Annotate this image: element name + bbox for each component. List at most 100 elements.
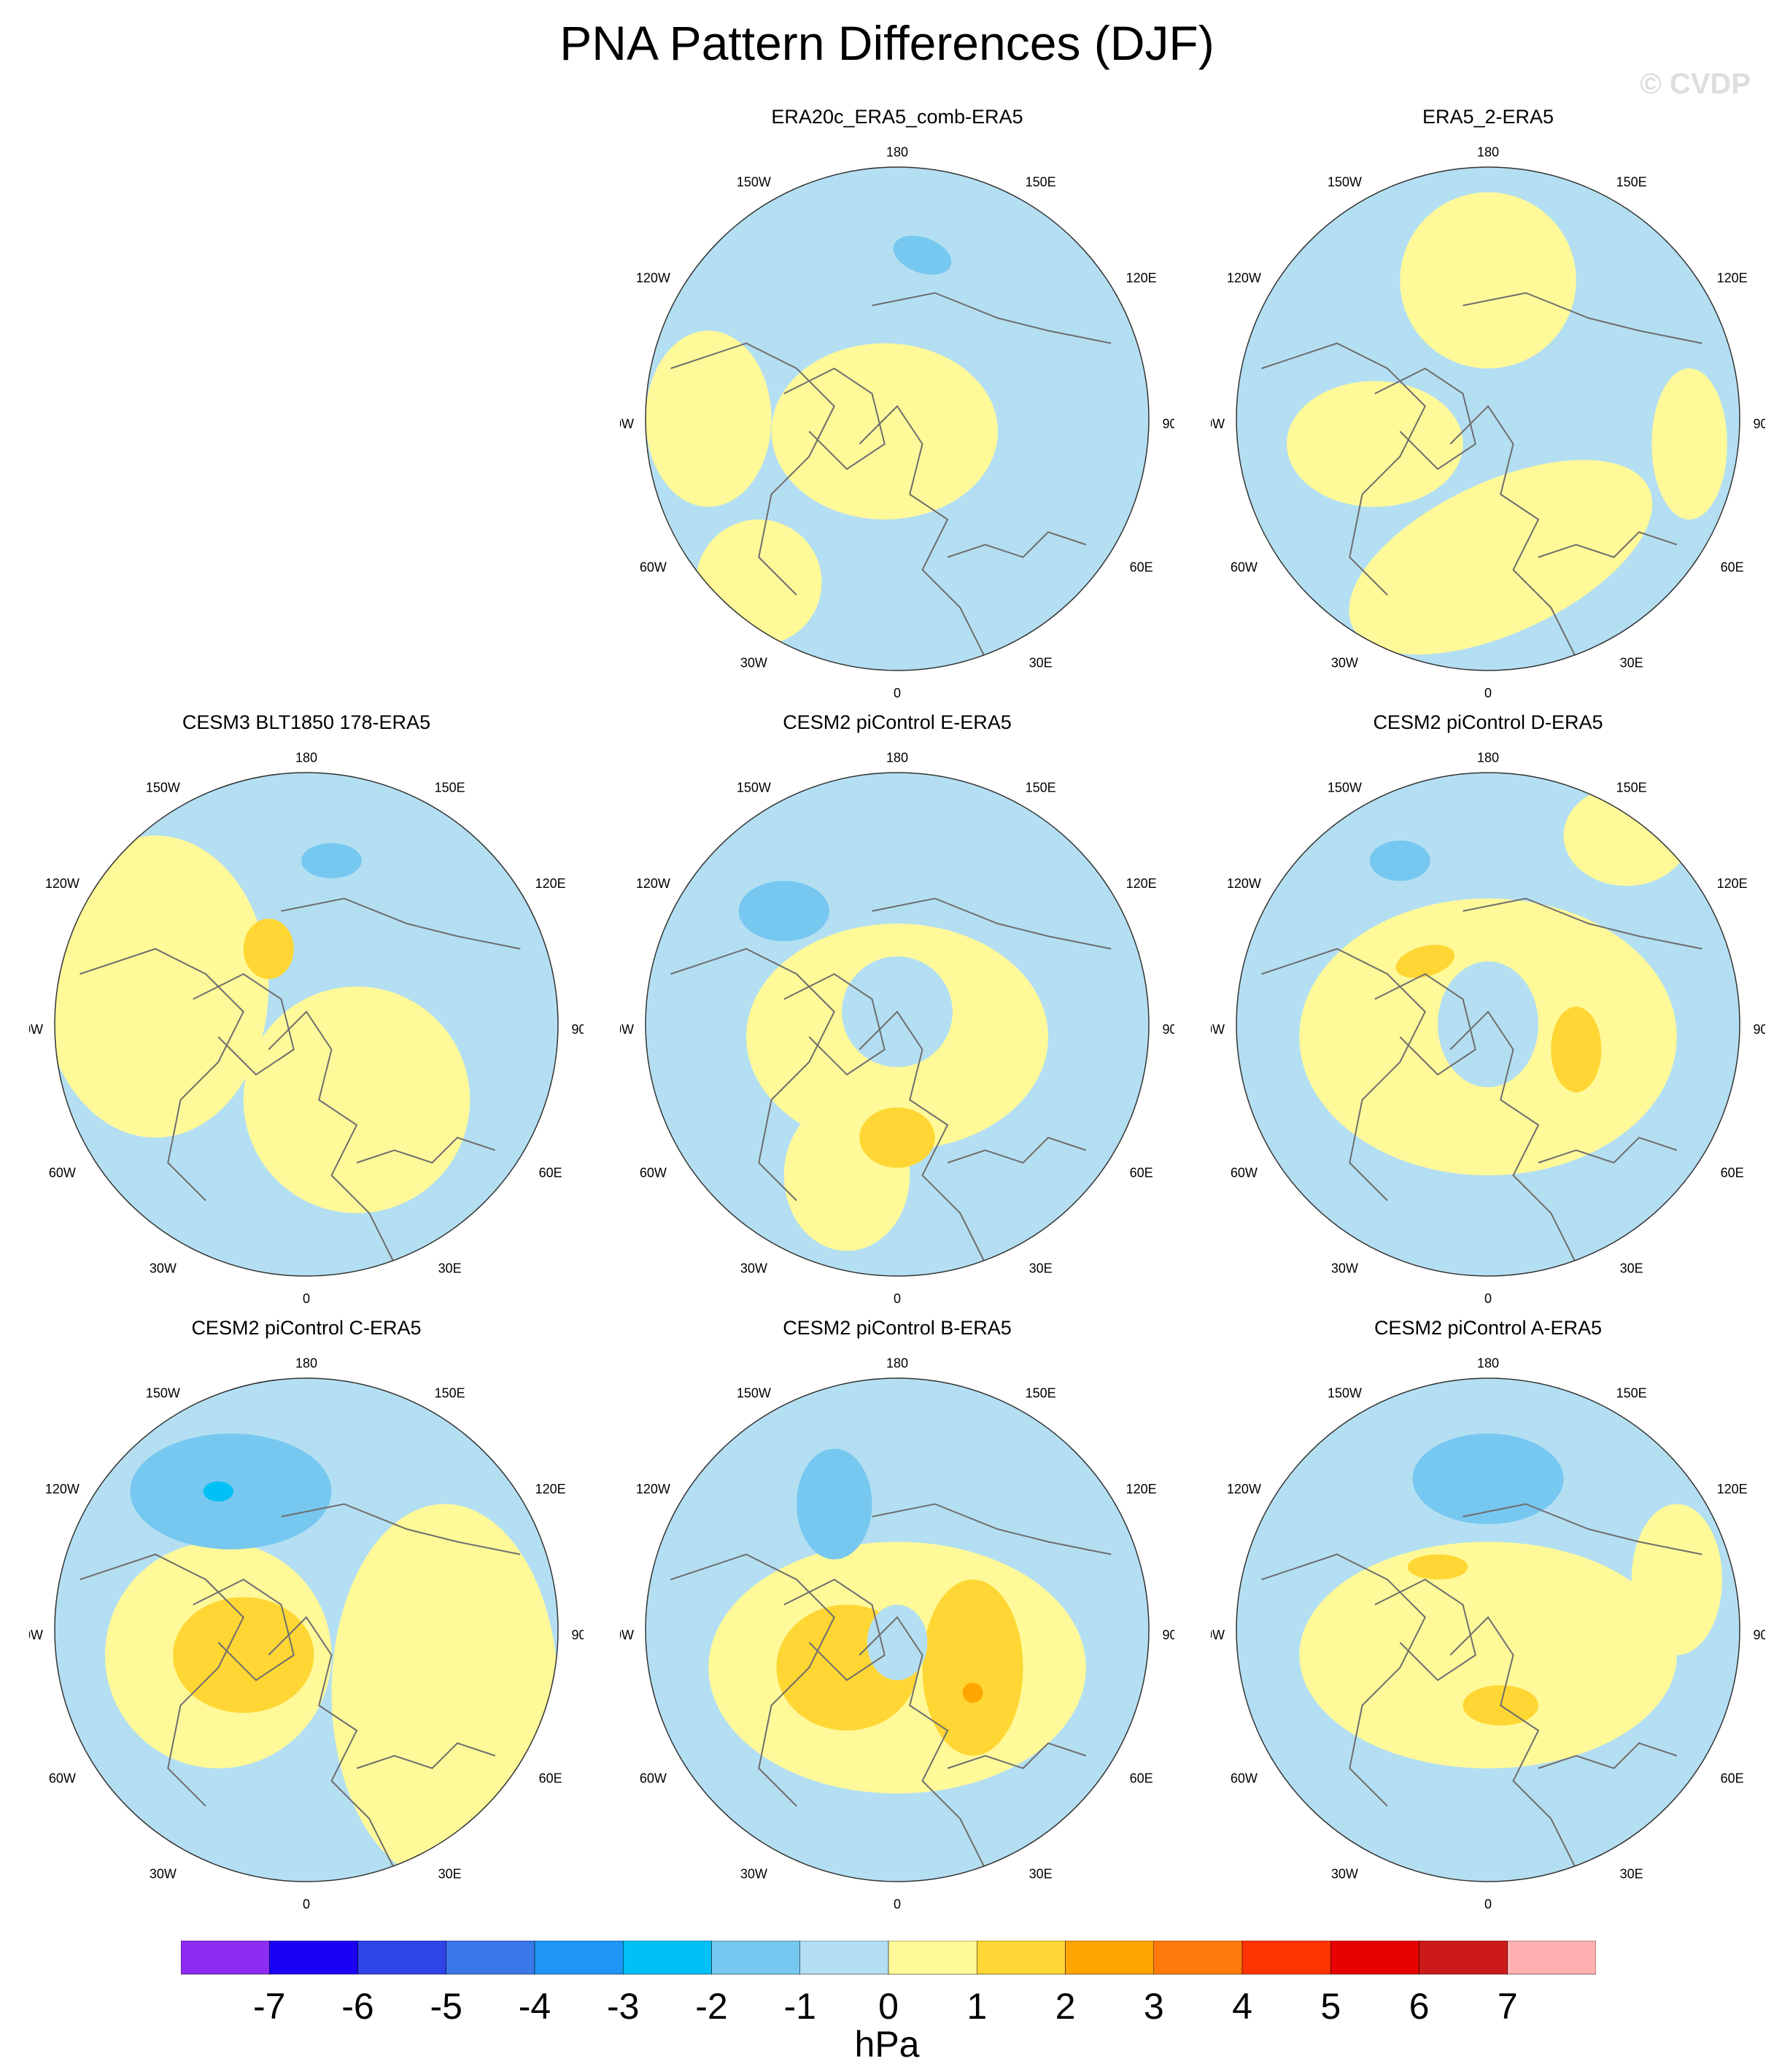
coastline <box>80 1553 244 1807</box>
longitude-label: 120E <box>1717 876 1748 891</box>
polar-map: 180 150E 120E 90E 60E 30E 0 30W 60W 90W 120W 150W <box>620 144 1174 700</box>
anomaly-contour <box>173 1597 314 1713</box>
longitude-label: 0 <box>894 1291 901 1306</box>
longitude-label: 0 <box>894 1897 901 1911</box>
coastline <box>670 342 835 596</box>
longitude-label: 120W <box>636 1482 670 1496</box>
coastline <box>1449 405 1577 659</box>
longitude-label: 0 <box>1484 686 1492 700</box>
anomaly-contour <box>243 986 470 1213</box>
colorbar-swatch <box>1507 1941 1596 1975</box>
polar-map: 180 150E 120E 90E 60E 30E 0 30W 60W 90W 120W 150W <box>29 750 584 1306</box>
longitude-label: 150W <box>1328 1386 1362 1401</box>
colorbar-tick-label: 2 <box>1055 1986 1076 2027</box>
colorbar-tick-label: 4 <box>1232 1986 1252 2027</box>
coastline <box>1374 1578 1476 1682</box>
longitude-label: 180 <box>886 1356 908 1370</box>
anomaly-contour <box>203 1481 233 1502</box>
watermark: © CVDP <box>1640 68 1751 100</box>
anomaly-contour <box>962 1682 983 1704</box>
coastline <box>1261 948 1426 1202</box>
panel-title: ERA20c_ERA5_comb-ERA5 <box>771 106 1023 128</box>
coastline <box>872 292 1112 344</box>
coastline <box>356 1137 496 1164</box>
longitude-label: 180 <box>1477 750 1499 765</box>
coastline <box>1463 897 1703 950</box>
longitude-label: 180 <box>1477 144 1499 159</box>
longitude-label: 60W <box>49 1771 76 1786</box>
coastline <box>859 405 986 659</box>
coastline <box>947 1742 1087 1769</box>
longitude-label: 60E <box>1130 1771 1153 1786</box>
longitude-label: 120E <box>1126 876 1157 891</box>
coastline <box>1538 531 1678 558</box>
coastline <box>268 1010 395 1264</box>
anomaly-contour <box>331 1504 558 1882</box>
colorbar-swatch <box>1419 1941 1508 1975</box>
panel-title: CESM2 piControl E-ERA5 <box>783 711 1012 733</box>
coastline <box>80 948 244 1202</box>
anomaly-contour <box>1395 945 1455 978</box>
longitude-label: 90W <box>29 1022 43 1037</box>
longitude-label: 150E <box>1026 175 1056 190</box>
colorbar-tick-label: 0 <box>878 1986 899 2027</box>
longitude-label: 30E <box>1029 656 1053 670</box>
colorbar-tick-label: 5 <box>1320 1986 1341 2027</box>
colorbar-swatch <box>357 1941 446 1975</box>
coastline <box>783 973 886 1076</box>
longitude-label: 60E <box>1130 1166 1153 1180</box>
longitude-label: 30W <box>1331 1261 1358 1276</box>
longitude-label: 60E <box>1721 1166 1744 1180</box>
anomaly-contour <box>646 330 772 507</box>
longitude-label: 120E <box>1717 1482 1748 1496</box>
anomaly-contour <box>1400 192 1576 368</box>
longitude-label: 150W <box>1328 781 1362 795</box>
colorbar <box>181 1941 1596 1975</box>
coastline <box>356 1742 496 1769</box>
colorbar-tick-label: -5 <box>430 1986 462 2027</box>
longitude-label: 30W <box>740 1261 767 1276</box>
colorbar-tick-label: -2 <box>695 1986 728 2027</box>
anomaly-contour <box>1412 1433 1564 1525</box>
longitude-label: 60W <box>1231 1771 1258 1786</box>
anomaly-contour <box>55 835 269 1138</box>
longitude-label: 30E <box>1620 656 1643 670</box>
longitude-label: 90E <box>571 1628 584 1642</box>
longitude-label: 120W <box>45 1482 80 1496</box>
anomaly-contour <box>1299 1542 1677 1768</box>
colorbar-swatch <box>977 1941 1066 1975</box>
longitude-label: 120E <box>1126 1482 1157 1496</box>
coastline <box>783 367 886 471</box>
map-border <box>1236 772 1740 1277</box>
longitude-label: 30W <box>740 656 767 670</box>
longitude-label: 30W <box>150 1867 177 1882</box>
coastline <box>281 1503 521 1555</box>
map-border <box>1236 166 1740 671</box>
map-border <box>54 1377 559 1882</box>
coastline <box>872 1503 1112 1555</box>
colorbar-swatch <box>181 1941 270 1975</box>
panel-title: CESM2 piControl D-ERA5 <box>1373 711 1603 733</box>
longitude-label: 90W <box>29 1628 43 1642</box>
coastline <box>947 1137 1087 1164</box>
map-border <box>645 1377 1150 1882</box>
longitude-label: 0 <box>303 1897 310 1911</box>
longitude-label: 60W <box>640 560 667 575</box>
anomaly-contour <box>243 919 294 979</box>
longitude-label: 30W <box>740 1867 767 1882</box>
map-border <box>1236 1377 1740 1882</box>
anomaly-contour <box>797 1448 872 1560</box>
panel-title: CESM2 piControl C-ERA5 <box>191 1317 422 1339</box>
coastline <box>859 1616 986 1870</box>
polar-map: 180 150E 120E 90E 60E 30E 0 30W 60W 90W 120W 150W <box>1211 144 1765 700</box>
coastline <box>281 897 521 950</box>
panel-title: CESM3 BLT1850 178-ERA5 <box>182 711 431 733</box>
coastline <box>1463 292 1703 344</box>
longitude-label: 90W <box>620 1022 634 1037</box>
map-border <box>54 772 559 1277</box>
anomaly-contour <box>301 843 362 878</box>
longitude-label: 90W <box>620 417 634 431</box>
longitude-label: 150E <box>435 781 465 795</box>
colorbar-swatch <box>1153 1941 1243 1975</box>
map-panel: CESM3 BLT1850 178-ERA5 180 150E 120E 90E 60E 3… <box>29 708 584 1306</box>
